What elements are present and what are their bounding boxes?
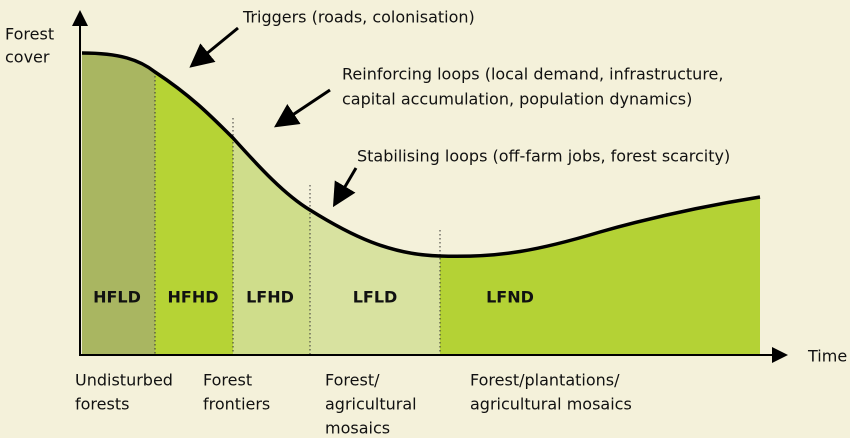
phase-description: Forest/ [325,371,380,390]
annotation: Reinforcing loops (local demand, infrast… [342,65,723,84]
fill-lfld [310,53,440,355]
phase-label: HFLD [93,288,141,307]
annotation: Triggers (roads, colonisation) [242,8,475,27]
phase-description: forests [75,395,129,414]
fill-hfld [82,53,155,355]
phase-label: HFHD [168,288,219,307]
arrow [189,26,239,68]
phase-fills [82,53,760,355]
fill-lfhd [233,53,310,355]
y-label: cover [5,48,50,67]
phase-dividers [154,72,441,355]
phase-label: LFHD [246,288,294,307]
phase-description: frontiers [203,395,270,414]
fill-lfnd [440,53,760,355]
phase-description: Undisturbed [75,371,173,390]
phase-description: Forest [203,371,252,390]
annotation: Stabilising loops (off-farm jobs, forest… [357,147,730,166]
y-label: Forest [5,25,54,44]
phase-description: mosaics [325,419,390,435]
phase-label: LFND [486,288,534,307]
phase-description: agricultural mosaics [470,395,632,414]
x-label: Time [807,347,847,366]
phase-description: agricultural [325,395,417,414]
arrow [332,167,358,208]
phase-description: Forest/plantations/ [470,371,620,390]
annotation: capital accumulation, population dynamic… [342,90,692,109]
phase-label: LFLD [353,288,398,307]
arrow [274,88,331,128]
fill-hfhd [155,53,233,355]
transition-curve [81,51,761,259]
